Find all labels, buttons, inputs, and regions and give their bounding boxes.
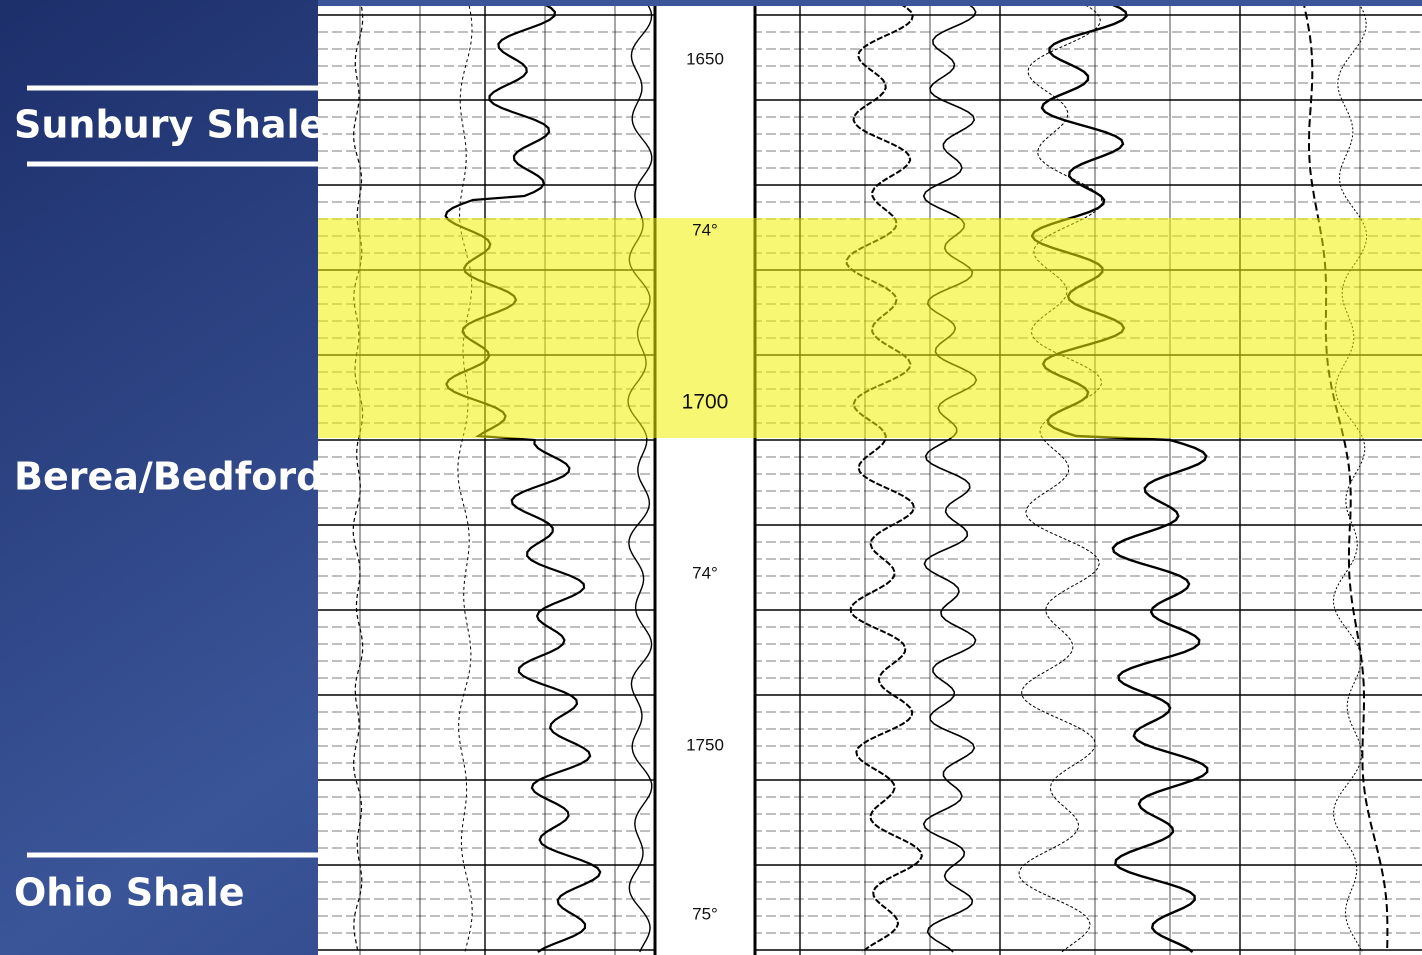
log-curve	[457, 0, 473, 953]
log-curve	[1332, 0, 1368, 953]
temperature-label: 74°	[692, 563, 718, 582]
log-curve	[1301, 0, 1389, 952]
log-curve	[845, 0, 923, 953]
temperature-label: 75°	[692, 904, 718, 923]
temperature-label: 74°	[692, 220, 718, 239]
top-edge	[318, 0, 1422, 6]
formation-label: Sunbury Shale	[14, 103, 325, 147]
log-curve	[1030, 0, 1209, 953]
log-curve	[1018, 0, 1103, 953]
depth-label: 1750	[686, 735, 724, 754]
formation-label: Ohio Shale	[14, 871, 245, 915]
formation-label: Berea/Bedford	[14, 455, 323, 499]
highlight-band	[318, 218, 1422, 438]
depth-label: 1700	[682, 391, 729, 414]
log-image	[318, 0, 1422, 955]
depth-track	[655, 0, 755, 955]
log-curves	[352, 0, 1389, 953]
log-curve	[922, 0, 978, 953]
log-curve	[627, 0, 653, 953]
depth-label: 1650	[686, 49, 724, 68]
log-curve	[444, 0, 602, 953]
